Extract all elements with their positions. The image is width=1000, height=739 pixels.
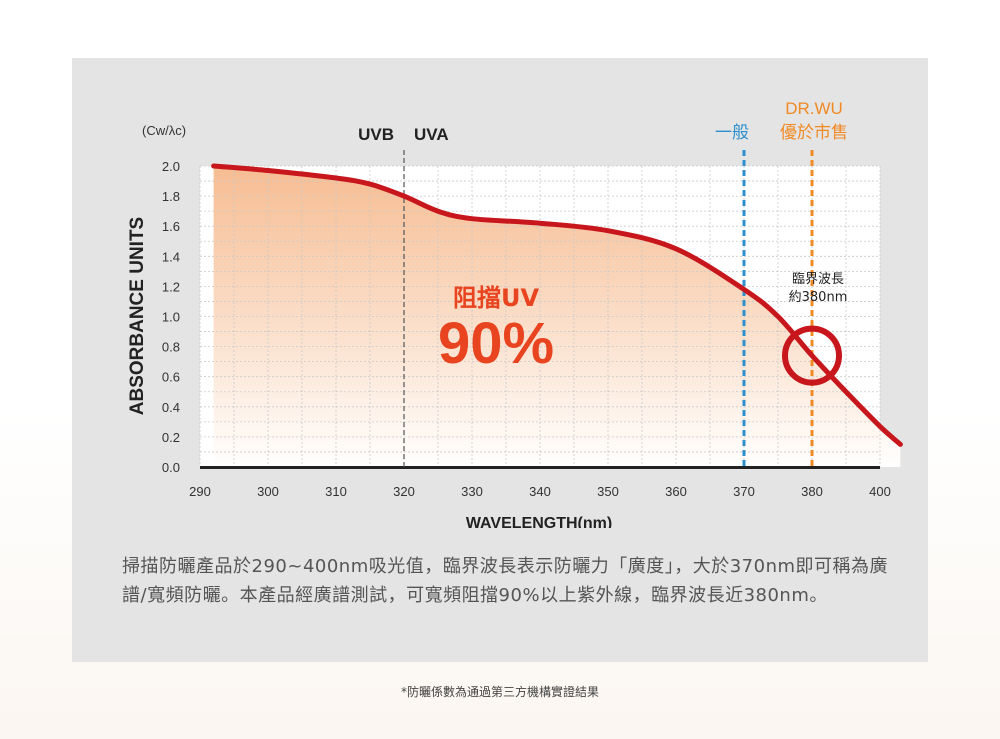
x-tick-labels: 290 300 310 320 330 340 350 360 370 380 400 xyxy=(189,484,891,499)
y-tick-label: 1.8 xyxy=(162,189,180,204)
absorbance-curve xyxy=(211,163,903,447)
y-tick-label: 1.6 xyxy=(162,219,180,234)
y-tick-label: 0.6 xyxy=(162,370,180,385)
y-tick-label: 1.4 xyxy=(162,249,180,264)
absorbance-chart: 0.0 0.2 0.4 0.6 0.8 1.0 1.2 1.4 1.6 1.8 2.0 290 300… xyxy=(127,99,903,528)
x-tick-label: 300 xyxy=(257,484,279,499)
x-tick-label: 400 xyxy=(869,484,891,499)
drwu-sub-label: 優於市售 xyxy=(780,123,848,143)
description-text: 掃描防曬產品於290~400nm吸光值，臨界波長表示防曬力「廣度」，大於370n… xyxy=(122,556,889,606)
footnote: *防曬係數為通過第三方機構實證結果 xyxy=(400,685,599,699)
x-tick-label: 320 xyxy=(393,484,415,499)
y-tick-label: 0.4 xyxy=(162,400,180,415)
x-tick-label: 290 xyxy=(189,484,211,499)
uvb-label: UVB xyxy=(358,125,394,144)
chart-panel: 0.0 0.2 0.4 0.6 0.8 1.0 1.2 1.4 1.6 1.8 2.0 290 300… xyxy=(72,58,928,662)
y-unit-label: (Cw/λc) xyxy=(142,123,186,138)
x-tick-label: 380 xyxy=(801,484,823,499)
x-tick-label: 340 xyxy=(529,484,551,499)
critical-wavelength-circle xyxy=(782,325,842,386)
drwu-label: DR.WU xyxy=(785,99,843,118)
y-tick-label: 1.2 xyxy=(162,279,180,294)
y-tick-label: 0.2 xyxy=(162,430,180,445)
critical-wavelength-value: 約380nm xyxy=(789,290,848,305)
x-tick-label: 360 xyxy=(665,484,687,499)
block-uv-label: 阻擋UV xyxy=(453,284,539,312)
y-axis-label: ABSORBANCE UNITS xyxy=(127,217,148,415)
uva-label: UVA xyxy=(414,125,449,144)
y-tick-label: 0.8 xyxy=(162,340,180,355)
general-label: 一般 xyxy=(715,123,749,143)
x-tick-label: 370 xyxy=(733,484,755,499)
chart-grid xyxy=(199,165,881,468)
y-tick-label: 0.0 xyxy=(162,460,180,475)
block-uv-value: 90% xyxy=(438,311,554,376)
x-tick-label: 350 xyxy=(597,484,619,499)
y-tick-label: 2.0 xyxy=(162,159,180,174)
x-axis-label: WAVELENGTH(nm) xyxy=(466,515,612,528)
critical-wavelength-label: 臨界波長 xyxy=(792,272,844,287)
x-tick-label: 330 xyxy=(461,484,483,499)
x-tick-label: 310 xyxy=(325,484,347,499)
y-tick-label: 1.0 xyxy=(162,310,180,325)
y-tick-labels: 0.0 0.2 0.4 0.6 0.8 1.0 1.2 1.4 1.6 1.8 2.0 xyxy=(162,159,180,475)
